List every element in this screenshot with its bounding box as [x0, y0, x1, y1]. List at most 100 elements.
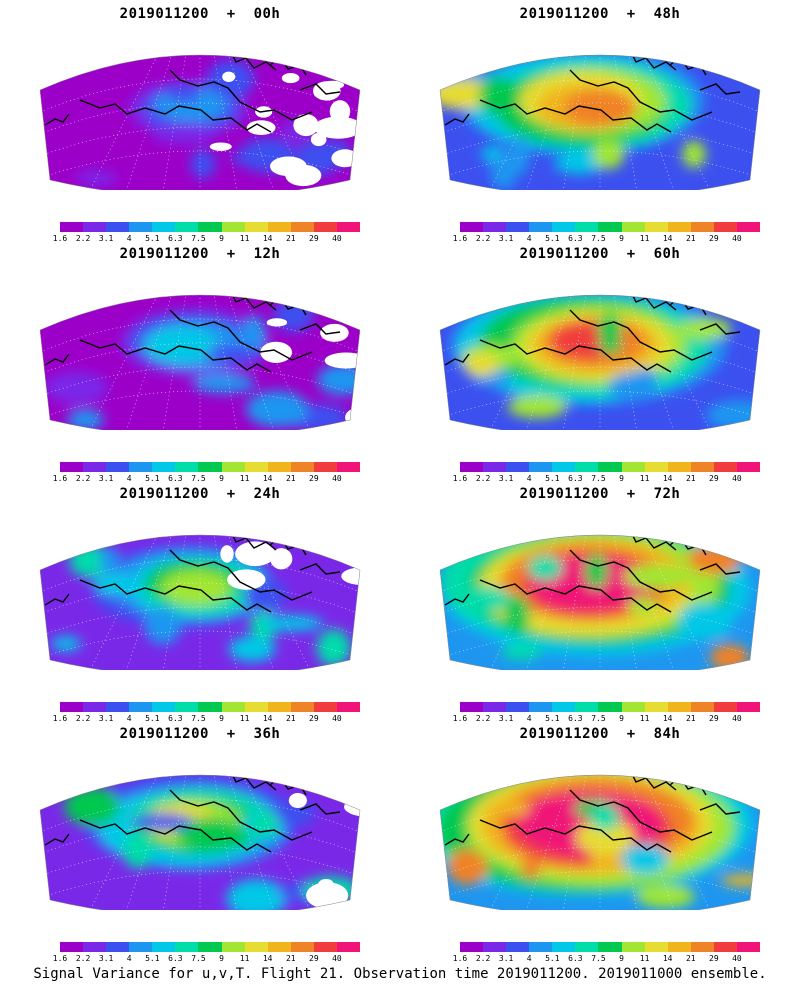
colorbar-swatch: [621, 702, 645, 712]
panel-title: 2019011200 + 24h: [119, 486, 281, 502]
colorbar-swatch: [529, 942, 553, 952]
colorbar-swatch: [336, 702, 361, 712]
colorbar-tick-label: 14: [662, 714, 673, 723]
colorbar-swatch: [667, 702, 691, 712]
colorbar-tick-label: 40: [332, 954, 342, 963]
colorbar-swatch: [336, 462, 361, 472]
colorbar-tick-label: 3.1: [98, 954, 114, 963]
colorbar-swatch: [506, 942, 530, 952]
colorbar-tick-label: 1.6: [452, 954, 468, 963]
forecast-panel: 2019011200 + 72h 1.6 2.2 3.1 4 5.1 6.3 7.5 9 11 14…: [400, 480, 800, 725]
colorbar-swatch: [483, 702, 507, 712]
colorbar-tick-label: 4: [126, 474, 132, 483]
colorbar-tick-label: 2.2: [75, 954, 91, 963]
colorbar-swatch: [552, 702, 576, 712]
colorbar-swatch: [106, 222, 130, 232]
colorbar: [60, 702, 361, 712]
colorbar-swatch: [713, 702, 737, 712]
colorbar-tick-label: 11: [239, 714, 250, 723]
colorbar-swatch: [575, 462, 599, 472]
panel-title: 2019011200 + 72h: [519, 486, 681, 502]
colorbar-tick-label: 6.3: [568, 474, 583, 483]
colorbar-tick-label: 21: [285, 954, 296, 963]
colorbar-swatch: [152, 222, 176, 232]
colorbar-tick-label: 5.1: [145, 714, 160, 723]
colorbar-labels: 1.6 2.2 3.1 4 5.1 6.3 7.5 9 11 14 21 29 40: [53, 474, 360, 484]
colorbar-tick-label: 14: [662, 954, 673, 963]
colorbar: [460, 942, 761, 952]
colorbar-tick-label: 29: [309, 474, 319, 483]
map-domain-outline: [439, 54, 761, 190]
colorbar-tick-label: 40: [732, 714, 742, 723]
colorbar-swatch: [621, 942, 645, 952]
colorbar-tick-label: 5.1: [145, 474, 160, 483]
map-domain-outline: [39, 294, 361, 430]
colorbar-tick-label: 9: [619, 234, 624, 243]
colorbar-swatch: [313, 942, 337, 952]
colorbar-tick-label: 11: [639, 954, 650, 963]
colorbar-tick-label: 14: [262, 474, 273, 483]
colorbar-swatch: [244, 222, 268, 232]
colorbar-swatch: [552, 222, 576, 232]
colorbar-swatch: [690, 222, 714, 232]
colorbar-swatch: [713, 222, 737, 232]
colorbar-tick-label: 29: [309, 954, 319, 963]
panel-title: 2019011200 + 12h: [119, 246, 281, 262]
colorbar-tick-label: 3.1: [98, 234, 114, 243]
colorbar-swatch: [60, 462, 84, 472]
colorbar-swatch: [690, 942, 714, 952]
variance-field: [440, 55, 760, 190]
colorbar-tick-label: 11: [639, 714, 650, 723]
graticule: [40, 295, 360, 430]
map-domain-outline: [39, 774, 361, 910]
map-domain-outline: [439, 294, 761, 430]
coastline: [444, 295, 741, 373]
colorbar-swatch: [175, 942, 199, 952]
colorbar-tick-label: 9: [619, 474, 624, 483]
colorbar-swatch: [621, 462, 645, 472]
colorbar-swatch: [106, 462, 130, 472]
variance-field: [440, 295, 760, 430]
variance-map: [39, 294, 361, 430]
colorbar-tick-label: 4: [526, 234, 532, 243]
colorbar-tick-label: 2.2: [75, 474, 91, 483]
colorbar-tick-label: 5.1: [545, 714, 560, 723]
variance-map: [39, 774, 361, 910]
variance-map: [439, 54, 761, 190]
variance-field: [40, 775, 360, 910]
colorbar: [60, 942, 361, 952]
coastline: [44, 295, 341, 373]
colorbar-labels: 1.6 2.2 3.1 4 5.1 6.3 7.5 9 11 14 21 29 40: [453, 714, 760, 724]
colorbar-swatch: [529, 702, 553, 712]
variance-map: [39, 534, 361, 670]
colorbar-swatch: [267, 942, 291, 952]
forecast-panel: 2019011200 + 84h 1.6 2.2 3.1 4 5.1 6.3 7.5 9 11 14…: [400, 720, 800, 965]
colorbar-swatch: [736, 942, 761, 952]
panel-title: 2019011200 + 48h: [519, 6, 681, 22]
colorbar-tick-label: 3.1: [498, 714, 514, 723]
colorbar-tick-label: 6.3: [168, 954, 183, 963]
colorbar-tick-label: 9: [219, 474, 224, 483]
colorbar-tick-label: 5.1: [545, 234, 560, 243]
colorbar-swatch: [267, 462, 291, 472]
colorbar-swatch: [529, 222, 553, 232]
colorbar-tick-label: 14: [262, 954, 273, 963]
forecast-panel: 2019011200 + 48h 1.6 2.2 3.1 4 5.1 6.3 7.5 9 11 14…: [400, 0, 800, 245]
colorbar-swatch: [290, 222, 314, 232]
colorbar-swatch: [83, 942, 107, 952]
colorbar: [60, 462, 361, 472]
colorbar-swatch: [198, 942, 222, 952]
map-domain-outline: [39, 534, 361, 670]
colorbar-tick-label: 3.1: [498, 474, 514, 483]
forecast-panel: 2019011200 + 24h 1.6 2.2 3.1 4 5.1 6.3 7.5 9 11 14…: [0, 480, 400, 725]
colorbar-tick-label: 7.5: [191, 714, 206, 723]
colorbar-swatch: [198, 222, 222, 232]
colorbar-swatch: [598, 942, 622, 952]
coastline: [444, 535, 741, 613]
colorbar-swatch: [336, 942, 361, 952]
colorbar-tick-label: 11: [639, 234, 650, 243]
colorbar-swatch: [506, 702, 530, 712]
colorbar-tick-label: 7.5: [191, 954, 206, 963]
colorbar-tick-label: 4: [126, 954, 132, 963]
colorbar-tick-label: 11: [239, 954, 250, 963]
